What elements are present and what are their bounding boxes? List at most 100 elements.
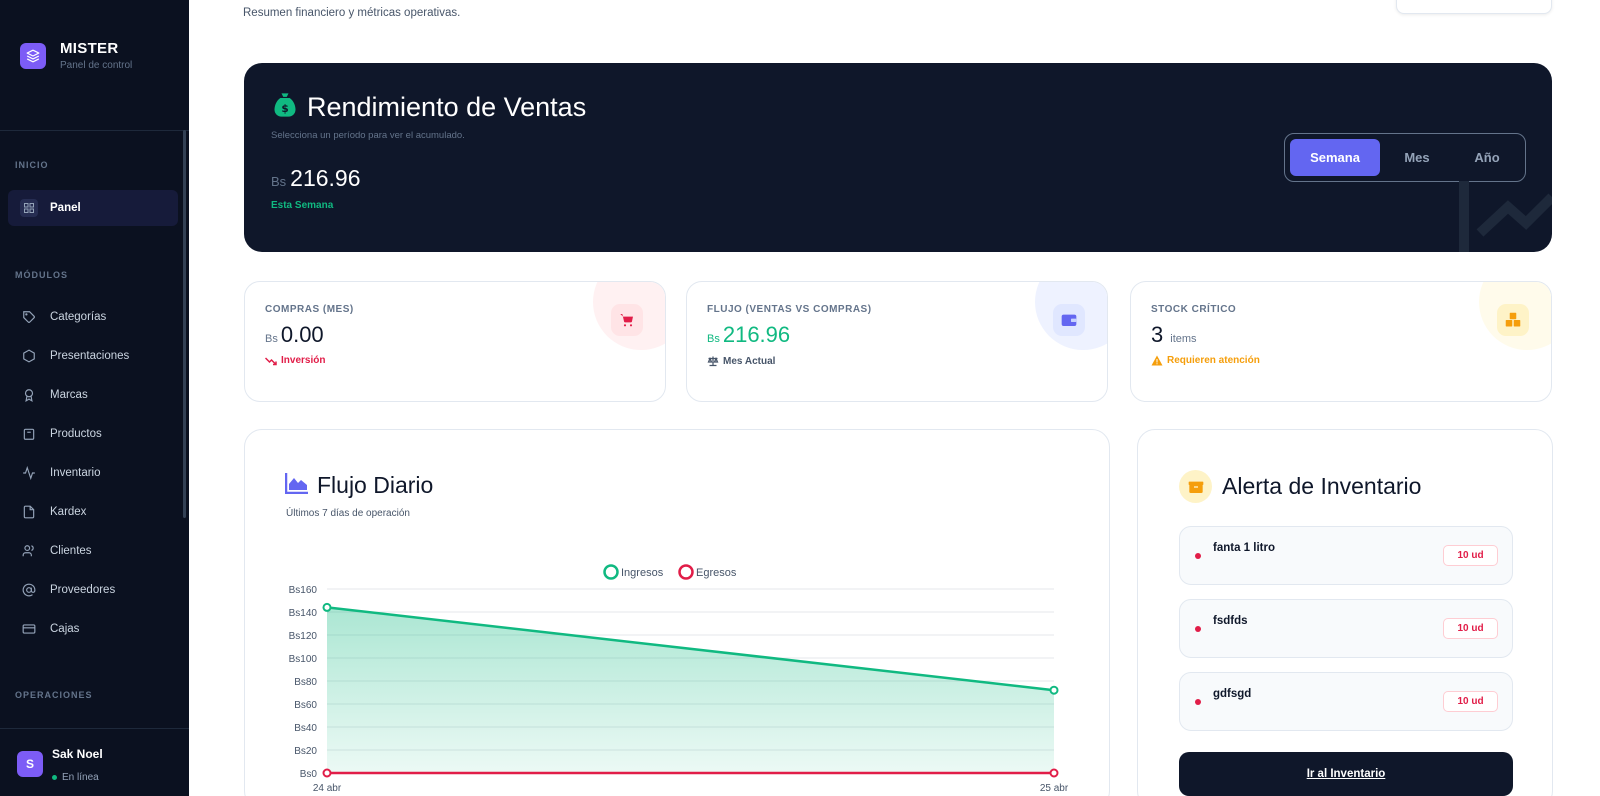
alert-dot-icon [1195,626,1201,632]
y-tick-label: Bs0 [300,769,318,780]
go-to-inventory-button[interactable]: Ir al Inventario [1179,752,1513,796]
scale-icon [707,355,719,367]
boxes-icon [1497,304,1529,336]
system-status-button[interactable] [1396,0,1552,14]
tab-mes[interactable]: Mes [1404,150,1430,165]
sidebar-item-marcas[interactable]: Marcas [8,377,178,413]
page-subtitle: Resumen financiero y métricas operativas… [243,7,461,19]
tab-semana[interactable]: Semana [1290,139,1380,176]
series-line-ingresos [326,606,1055,692]
sidebar: MISTER Panel de control INICIO Panel MÓD… [0,0,189,796]
y-tick-label: Bs60 [294,700,317,711]
card-currency: Bs [707,333,720,345]
panel-title: Alerta de Inventario [1222,473,1422,499]
card-value: 216.96 [722,322,791,347]
sidebar-item-panel[interactable]: Panel [8,190,178,226]
inventory-alert-panel: Alerta de Inventario fanta 1 litro 10 ud… [1137,429,1553,796]
avatar: S [17,751,43,777]
award-icon [20,386,38,404]
credit-card-icon [20,620,38,638]
card-footer-text: Inversión [281,355,326,366]
y-tick-label: Bs20 [294,746,317,757]
sidebar-item-label: Kardex [50,506,87,518]
alert-item[interactable]: fanta 1 litro 10 ud [1179,526,1513,585]
sidebar-item-label: Presentaciones [50,350,130,362]
y-tick-label: Bs80 [294,677,317,688]
user-name: Sak Noel [52,747,103,761]
trend-down-icon [265,356,277,366]
alert-item-name: fanta 1 litro [1213,542,1275,554]
users-icon [20,542,38,560]
sidebar-item-kardex[interactable]: Kardex [8,494,178,530]
layers-icon [20,42,46,69]
alert-item-name: gdfsgd [1213,688,1252,700]
card-label: STOCK CRÍTICO [1151,304,1237,315]
period-selector: Semana Mes Año [1284,133,1526,182]
legend-label-ingresos: Ingresos [621,567,664,579]
sidebar-item-cajas[interactable]: Cajas [8,611,178,647]
panel-subtitle: Últimos 7 días de operación [286,508,410,519]
card-footer-text: Requieren atención [1167,355,1260,366]
hexagon-icon [20,347,38,365]
user-status-text: En línea [62,772,99,783]
package-icon [20,425,38,443]
sidebar-scrollbar[interactable] [183,130,186,518]
sidebar-item-productos[interactable]: Productos [8,416,178,452]
card-footer: Inversión [265,355,325,366]
section-label-operaciones: OPERACIONES [15,690,93,700]
sidebar-item-inventario[interactable]: Inventario [8,455,178,491]
legend-marker-ingresos [603,564,619,580]
stock-badge: 10 ud [1443,691,1498,712]
data-point [322,768,332,778]
data-point [1049,685,1059,695]
sidebar-item-clientes[interactable]: Clientes [8,533,178,569]
sidebar-item-presentaciones[interactable]: Presentaciones [8,338,178,374]
tab-ano[interactable]: Año [1474,150,1500,165]
sidebar-item-categorias[interactable]: Categorías [8,299,178,335]
card-value: 0.00 [280,322,324,347]
trend-chart-icon [1456,181,1552,252]
card-flujo: FLUJO (VENTAS VS COMPRAS) Bs 216.96 Mes … [686,281,1108,402]
y-tick-label: Bs100 [289,654,318,665]
user-panel[interactable]: S Sak Noel En línea [0,728,189,796]
sidebar-item-proveedores[interactable]: Proveedores [8,572,178,608]
data-point [322,602,332,612]
legend-label-egresos: Egresos [696,567,737,579]
data-point [1049,768,1059,778]
hero-subtitle: Selecciona un período para ver el acumul… [271,130,465,141]
alert-item[interactable]: gdfsgd 10 ud [1179,672,1513,731]
stock-badge: 10 ud [1443,545,1498,566]
hero-title: Rendimiento de Ventas [307,92,587,122]
card-footer: Requieren atención [1151,355,1260,366]
hero-amount: Bs 216.96 [271,165,361,192]
card-unit: items [1170,333,1197,345]
sidebar-item-label: Cajas [50,623,80,635]
sidebar-item-label: Proveedores [50,584,116,596]
money-bag-icon: $ [271,91,299,124]
brand-subtitle: Panel de control [60,60,133,71]
daily-flow-panel: Flujo Diario Últimos 7 días de operación… [244,429,1110,796]
section-label-modulos: MÓDULOS [15,270,68,280]
online-dot-icon [52,775,57,780]
alert-item[interactable]: fsdfds 10 ud [1179,599,1513,658]
sidebar-item-label: Panel [50,202,81,214]
daily-flow-chart: Bs0 Bs20 Bs40 Bs60 Bs80 Bs100 Bs120 Bs140 Bs160 2… [289,564,1069,794]
svg-text:$: $ [281,103,288,115]
area-chart-icon [284,472,309,499]
cart-icon [611,304,643,336]
brand-name: MISTER [60,40,119,57]
card-footer-text: Mes Actual [723,355,776,367]
stock-badge: 10 ud [1443,618,1498,639]
panel-title: Flujo Diario [317,472,434,498]
hero-value: 216.96 [290,165,361,191]
sidebar-divider [0,130,189,131]
alert-item-name: fsdfds [1213,615,1248,627]
x-tick-label: 25 abr [1040,783,1069,794]
brand[interactable]: MISTER Panel de control [20,40,132,71]
hero-currency: Bs [271,174,287,189]
y-tick-label: Bs40 [294,723,317,734]
card-label: COMPRAS (MES) [265,304,354,315]
sidebar-item-label: Categorías [50,311,107,323]
card-stock-critico: STOCK CRÍTICO 3 items Requieren atención [1130,281,1552,402]
series-area-ingresos [327,607,1054,773]
